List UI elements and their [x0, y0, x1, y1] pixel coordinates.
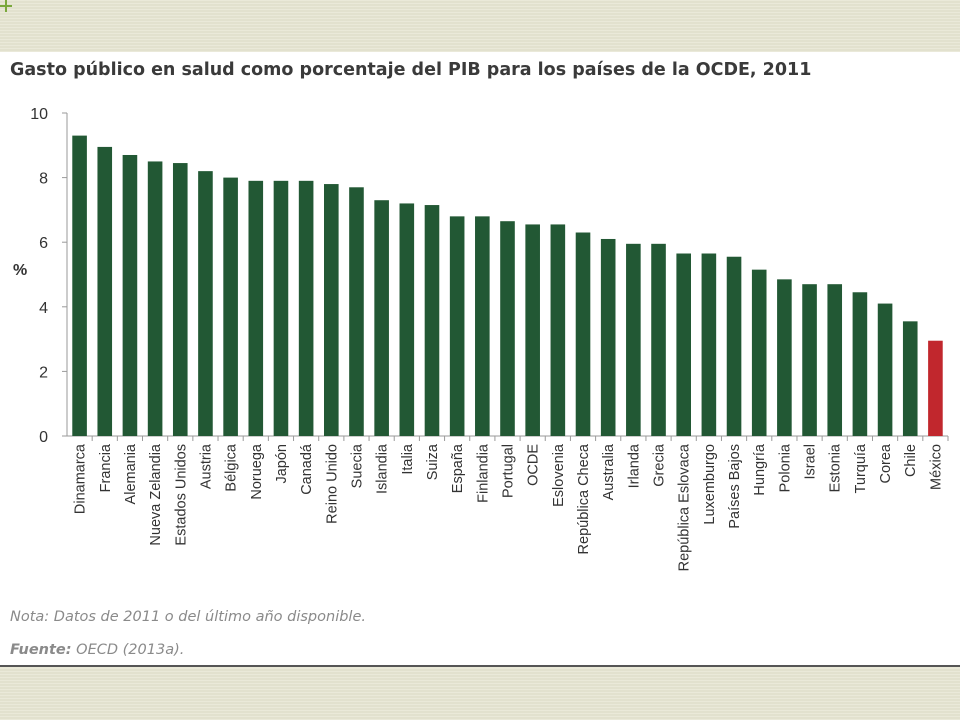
x-tick-label: OCDE — [526, 444, 542, 486]
x-tick-label: Francia — [98, 443, 114, 492]
bar — [72, 135, 87, 437]
x-tick-label: Finlandia — [475, 443, 491, 503]
x-tick-label: Italia — [400, 443, 416, 475]
x-tick-label: Luxemburgo — [702, 444, 718, 525]
x-tick-label: España — [450, 443, 466, 493]
bar — [676, 253, 691, 436]
x-tick-label: Noruega — [249, 443, 265, 500]
x-tick-label: Japón — [274, 444, 290, 484]
bar — [651, 243, 666, 436]
x-tick-label: Corea — [878, 443, 894, 483]
bar — [802, 284, 817, 436]
bar — [852, 292, 868, 436]
source-text: Fuente: OECD (2013a). — [10, 642, 184, 658]
bar — [349, 187, 364, 436]
bar — [223, 177, 238, 436]
bar — [877, 303, 893, 436]
x-tick-label: Turquía — [853, 443, 869, 493]
note-text: Nota: Datos de 2011 o del último año dis… — [10, 609, 366, 625]
bar — [726, 256, 742, 436]
bar — [298, 180, 314, 436]
slide: Gasto público en salud como porcentaje d… — [0, 52, 960, 666]
chart-title: Gasto público en salud como porcentaje d… — [10, 60, 812, 80]
x-tick-label: Alemania — [123, 443, 139, 504]
bar — [198, 171, 213, 436]
x-tick-label: Canadá — [299, 443, 315, 495]
x-tick-label: Portugal — [501, 444, 517, 498]
bar — [500, 221, 515, 436]
y-tick-label: 0 — [39, 429, 48, 446]
bar — [172, 163, 188, 436]
x-tick-label: Israel — [803, 444, 819, 479]
bar — [424, 205, 440, 436]
bar — [550, 224, 566, 436]
bar — [525, 224, 540, 436]
bar — [324, 184, 339, 436]
bar — [475, 216, 490, 436]
y-tick-label: 6 — [39, 235, 48, 252]
x-tick-label: Estados Unidos — [173, 444, 189, 546]
bar — [575, 232, 591, 436]
bar-chart: 0 2 4 6 8 10% Dinamarca Francia Alemania Nueva Ze… — [13, 106, 949, 571]
x-tick-label: Hungría — [752, 443, 768, 496]
x-tick-label: Australia — [601, 443, 617, 500]
x-tick-label: Bélgica — [224, 443, 240, 491]
bar — [248, 180, 264, 436]
y-tick-label: 2 — [39, 364, 48, 381]
x-tick-label: República Eslovaca — [677, 443, 693, 571]
top-band — [0, 0, 960, 52]
bar — [902, 321, 918, 436]
bar — [449, 216, 465, 436]
y-tick-label: 8 — [39, 171, 48, 188]
bar — [273, 180, 289, 436]
x-tick-label: Nueva Zelandia — [148, 443, 164, 545]
source-value: OECD (2013a). — [76, 642, 185, 658]
x-tick-label: República Checa — [576, 443, 592, 554]
x-tick-label: Estonia — [828, 443, 844, 492]
bar — [777, 279, 792, 436]
bar — [827, 284, 843, 436]
x-tick-label: Chile — [903, 444, 919, 477]
y-axis-label: % — [13, 262, 27, 279]
bar — [97, 146, 113, 436]
x-tick-label: Polonia — [777, 443, 793, 492]
bar — [122, 154, 138, 436]
plus-icon — [0, 0, 12, 12]
bottom-band — [0, 668, 960, 720]
x-tick-label: Austria — [198, 443, 214, 489]
bar — [626, 243, 641, 436]
y-tick-label: 10 — [30, 106, 48, 123]
bar — [374, 200, 389, 436]
bar — [701, 253, 717, 436]
bar — [399, 203, 415, 436]
bar — [147, 161, 163, 436]
y-tick-label: 4 — [39, 300, 48, 317]
x-tick-label: Dinamarca — [73, 443, 89, 514]
bar — [928, 340, 943, 436]
bar — [751, 269, 767, 436]
x-tick-label: Reino Unido — [324, 444, 340, 524]
x-tick-label: Países Bajos — [727, 444, 743, 529]
bar — [600, 238, 616, 436]
x-tick-label: Eslovenia — [551, 443, 567, 507]
x-tick-label: Grecia — [652, 443, 668, 487]
x-tick-label: Irlanda — [626, 443, 642, 488]
source-label: Fuente: — [10, 642, 72, 658]
x-tick-label: Suecia — [349, 443, 365, 488]
x-tick-label: México — [928, 444, 944, 490]
x-tick-label: Suiza — [425, 443, 441, 480]
bottom-rule — [0, 665, 960, 667]
x-tick-label: Islandia — [375, 443, 391, 494]
